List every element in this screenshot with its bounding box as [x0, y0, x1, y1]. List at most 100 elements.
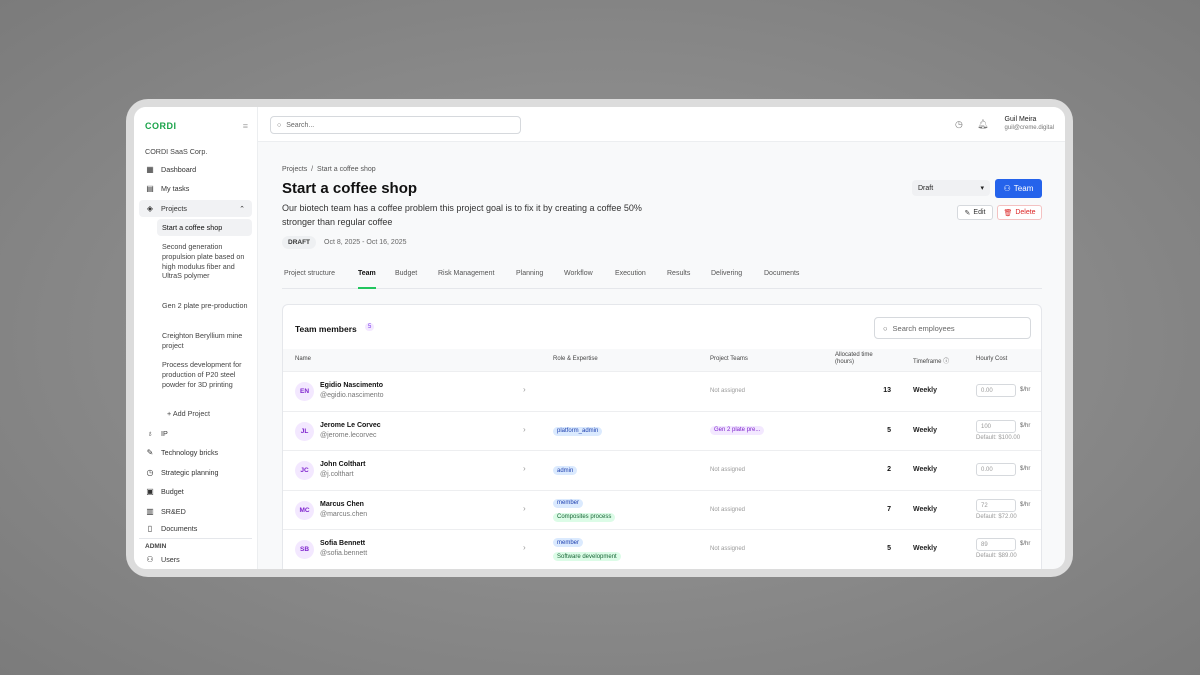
chevron-right-icon[interactable]: › — [523, 543, 526, 552]
chevron-right-icon[interactable]: › — [523, 424, 526, 434]
sidebar-item-my-tasks[interactable]: ▤ My tasks — [139, 180, 252, 197]
table-row[interactable]: EN Egidio Nascimento @egidio.nascimento … — [283, 371, 1041, 411]
allocated-hours: 2 — [887, 466, 891, 473]
history-icon[interactable]: ◷ — [955, 119, 963, 129]
sidebar-item-label: Dashboard — [161, 165, 197, 174]
divider — [139, 538, 252, 539]
table-row[interactable]: JL Jerome Le Corvec @jerome.lecorvec › p… — [283, 410, 1041, 451]
sidebar-item-label: Technology bricks — [161, 448, 219, 457]
dashboard-icon: ▦ — [146, 165, 154, 174]
table-row[interactable]: MC Marcus Chen @marcus.chen › member Comp… — [283, 489, 1041, 530]
project-description: Our biotech team has a coffee problem th… — [282, 203, 642, 227]
breadcrumb: Projects / Start a coffee shop — [282, 166, 376, 173]
timeframe: Weekly — [913, 545, 937, 552]
project-dates: Oct 8, 2025 - Oct 16, 2025 — [324, 239, 407, 246]
tab-risk-management[interactable]: Risk Management — [438, 270, 495, 277]
member-name: Jerome Le Corvec — [320, 421, 381, 429]
tab-budget[interactable]: Budget — [395, 270, 418, 277]
sidebar-item-label: IP — [161, 429, 168, 438]
avatar: JC — [295, 461, 314, 480]
sidebar-item-users[interactable]: ⚇ Users — [139, 551, 252, 568]
project-item[interactable]: Gen 2 plate pre-production — [162, 301, 248, 310]
search-icon: ○ — [277, 121, 282, 129]
team-button[interactable]: ⚇ Team — [995, 179, 1042, 198]
edit-button-label: Edit — [973, 209, 986, 216]
employee-search-input[interactable]: ○ Search employees — [874, 317, 1031, 339]
hourly-cost-input[interactable]: 100 — [976, 419, 1016, 433]
hourly-cost-input[interactable]: 72 — [976, 498, 1016, 512]
sidebar-item-dashboard[interactable]: ▦ Dashboard — [139, 161, 252, 178]
role-expertise: admin — [553, 466, 578, 475]
help-icon[interactable]: ⓘ — [943, 359, 950, 365]
project-item[interactable]: Creighton Beryllium mine project — [162, 331, 243, 350]
chevron-right-icon[interactable]: › — [523, 385, 526, 394]
user-menu[interactable]: Guil Meira guil@creme.digital — [1005, 116, 1054, 131]
sidebar-item-label: Documents — [161, 524, 198, 533]
hourly-cost-input[interactable]: 89 — [976, 538, 1016, 551]
member-count-badge: 5 — [365, 323, 375, 331]
status-select[interactable]: Draft ▾ — [912, 180, 990, 196]
sidebar-item-technology-bricks[interactable]: ✎ Technology bricks — [139, 444, 252, 461]
hamburger-menu-icon[interactable]: ≡ — [242, 121, 248, 131]
role-badge: member — [553, 498, 584, 508]
cost-unit: $/hr — [1020, 501, 1031, 508]
sidebar-item-label: Projects — [161, 204, 187, 213]
bell-icon[interactable]: 🔔︎ — [977, 119, 989, 129]
tab-bar: Project structure Team Budget Risk Manag… — [282, 262, 1042, 289]
member-username: @marcus.chen — [320, 510, 368, 518]
search-placeholder: Search employees — [892, 323, 955, 333]
allocated-hours: 13 — [883, 387, 891, 394]
role-badge: admin — [553, 466, 578, 475]
chevron-right-icon[interactable]: › — [523, 503, 526, 513]
member-name: Egidio Nascimento — [320, 382, 384, 389]
project-item[interactable]: Process development for production of P2… — [162, 360, 242, 389]
tab-team[interactable]: Team — [358, 270, 376, 289]
project-item[interactable]: Start a coffee shop — [157, 219, 252, 236]
briefcase-icon: ▥ — [146, 507, 154, 516]
avatar: JL — [295, 421, 314, 441]
project-item[interactable]: Second generation propulsion plate based… — [162, 242, 245, 281]
column-header: Project Teams — [710, 356, 748, 362]
breadcrumb-projects[interactable]: Projects — [282, 166, 308, 173]
chevron-right-icon[interactable]: › — [523, 464, 526, 473]
delete-button[interactable]: 🗑︎ Delete — [997, 205, 1042, 220]
avatar: EN — [295, 382, 314, 401]
table-row[interactable]: SB Sofia Bennett @sofia.bennett › member… — [283, 529, 1041, 569]
column-header: Timeframe ⓘ — [913, 356, 949, 365]
top-bar: ○ Search... ◷ 🔔︎ Guil Meira guil@creme.dig… — [258, 107, 1065, 142]
sidebar-item-documents[interactable]: ▯ Documents — [139, 520, 252, 537]
tab-delivering[interactable]: Delivering — [711, 270, 743, 277]
tab-results[interactable]: Results — [667, 270, 691, 277]
hourly-cost-input[interactable]: 0.00 — [976, 463, 1016, 476]
add-project-button[interactable]: + Add Project — [162, 409, 257, 419]
avatar: MC — [295, 500, 314, 520]
column-header: Hourly Cost — [976, 356, 1008, 362]
default-cost: Default: $89.00 — [976, 553, 1017, 559]
edit-button[interactable]: ✎ Edit — [957, 205, 993, 220]
project-teams: Not assigned — [710, 506, 746, 513]
chevron-up-icon[interactable]: ⌃ — [239, 205, 245, 213]
tab-workflow[interactable]: Workflow — [564, 270, 593, 277]
clock-icon: ◷ — [146, 468, 154, 477]
tab-documents[interactable]: Documents — [764, 270, 800, 277]
table-row[interactable]: JC John Colthart @j.colthart › admin Not… — [283, 450, 1041, 490]
role-expertise: member Software development — [553, 538, 621, 561]
tab-project-structure[interactable]: Project structure — [284, 270, 335, 277]
project-teams: Not assigned — [710, 546, 746, 552]
tab-planning[interactable]: Planning — [516, 270, 544, 277]
global-search-input[interactable]: ○ Search... — [270, 116, 521, 134]
user-name: Guil Meira — [1004, 116, 1037, 123]
hourly-cost-input[interactable]: 0.00 — [976, 384, 1016, 397]
member-username: @egidio.nascimento — [320, 392, 384, 399]
member-username: @sofia.bennett — [320, 550, 368, 557]
column-header: Allocated time (hours) — [835, 352, 873, 365]
sidebar-item-ip[interactable]: ♁ IP — [139, 425, 252, 442]
sidebar-item-projects[interactable]: ◈ Projects ⌃ — [139, 200, 252, 217]
sidebar-item-strategic-planning[interactable]: ◷ Strategic planning — [139, 464, 252, 481]
expertise-badge: Composites process — [553, 512, 616, 522]
tab-execution[interactable]: Execution — [615, 270, 646, 277]
sidebar-item-sred[interactable]: ▥ SR&ED — [139, 503, 252, 520]
sidebar-item-label: Budget — [161, 487, 184, 496]
sidebar-item-budget[interactable]: ▣ Budget — [139, 483, 252, 500]
team-button-label: Team — [1013, 184, 1034, 193]
